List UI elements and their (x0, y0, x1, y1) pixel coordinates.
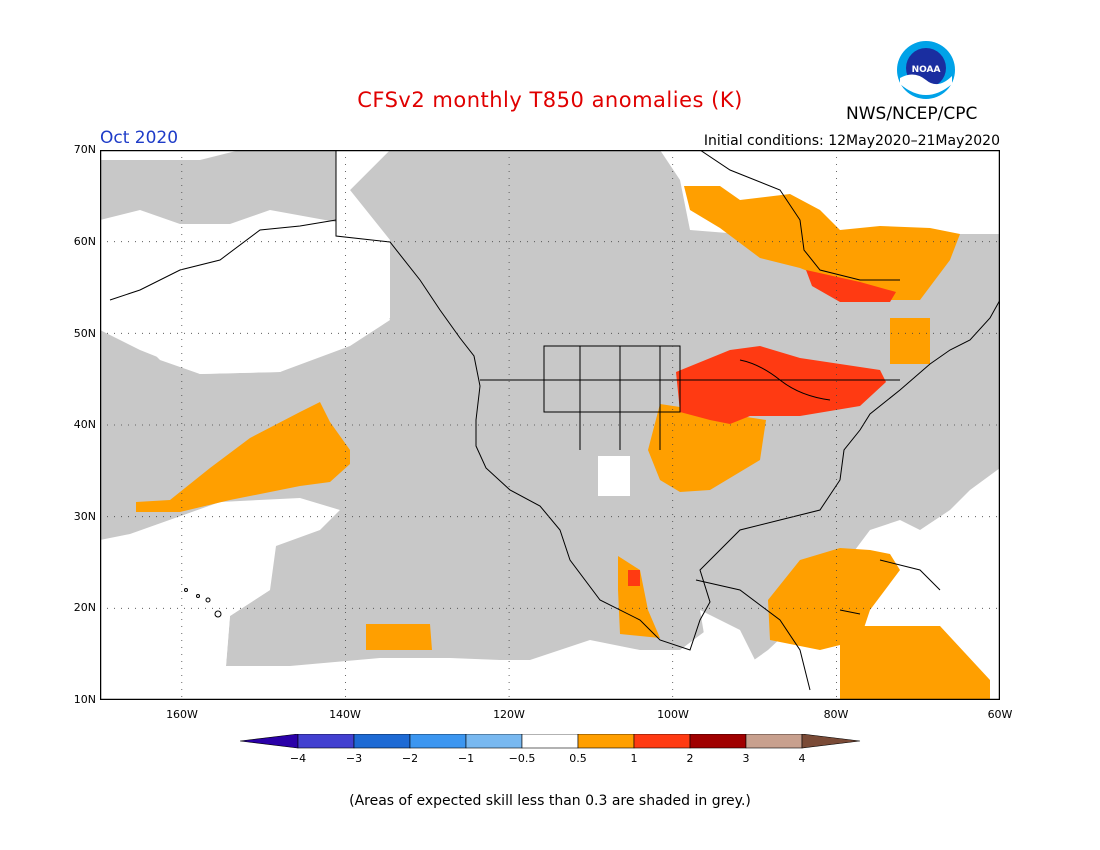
lat-label-20n: 20N (73, 601, 96, 614)
org-label: NWS/NCEP/CPC (846, 104, 978, 124)
colorbar-label-p05: 0.5 (569, 752, 587, 765)
initial-conditions: Initial conditions: 12May2020–21May2020 (703, 133, 1000, 149)
colorbar-seg-5 (521, 734, 579, 749)
lat-label-40n: 40N (73, 418, 96, 431)
svg-text:NOAA: NOAA (912, 65, 941, 75)
colorbar-label-m05: −0.5 (508, 752, 536, 765)
colorbar-label-m3: −3 (345, 752, 363, 765)
colorbar-seg-6 (577, 734, 635, 749)
colorbar-label-m1: −1 (457, 752, 475, 765)
lat-label-10n: 10N (73, 693, 96, 706)
colorbar-label-p4: 4 (798, 752, 806, 765)
noaa-logo-icon: NOAA (897, 41, 955, 99)
colorbar-label-p3: 3 (742, 752, 750, 765)
colorbar-seg-7 (633, 734, 691, 749)
footnote: (Areas of expected skill less than 0.3 a… (349, 793, 751, 809)
lon-label-140w: 140W (329, 708, 361, 721)
colorbar (240, 734, 861, 749)
lon-label-80w: 80W (823, 708, 849, 721)
colorbar-seg-8 (689, 734, 747, 749)
colorbar-label-m2: −2 (401, 752, 419, 765)
colorbar-seg-0 (240, 734, 299, 749)
chart-title: CFSv2 monthly T850 anomalies (K) (357, 88, 743, 112)
lat-label-70n: 70N (73, 143, 96, 156)
colorbar-label-p2: 2 (686, 752, 694, 765)
anomaly-map (100, 150, 1000, 700)
colorbar-seg-10 (801, 734, 861, 749)
colorbar-seg-1 (297, 734, 355, 749)
forecast-month: Oct 2020 (100, 128, 179, 148)
lon-label-100w: 100W (657, 708, 689, 721)
lon-label-160w: 160W (166, 708, 198, 721)
colorbar-label-p1: 1 (630, 752, 638, 765)
colorbar-seg-2 (353, 734, 411, 749)
colorbar-seg-4 (465, 734, 523, 749)
colorbar-seg-3 (409, 734, 467, 749)
skill-mask (100, 150, 1000, 670)
lat-label-30n: 30N (73, 510, 96, 523)
lon-label-60w: 60W (987, 708, 1013, 721)
lat-label-60n: 60N (73, 235, 96, 248)
colorbar-label-m4: −4 (289, 752, 307, 765)
lat-label-50n: 50N (73, 327, 96, 340)
colorbar-seg-9 (745, 734, 803, 749)
lon-label-120w: 120W (493, 708, 525, 721)
